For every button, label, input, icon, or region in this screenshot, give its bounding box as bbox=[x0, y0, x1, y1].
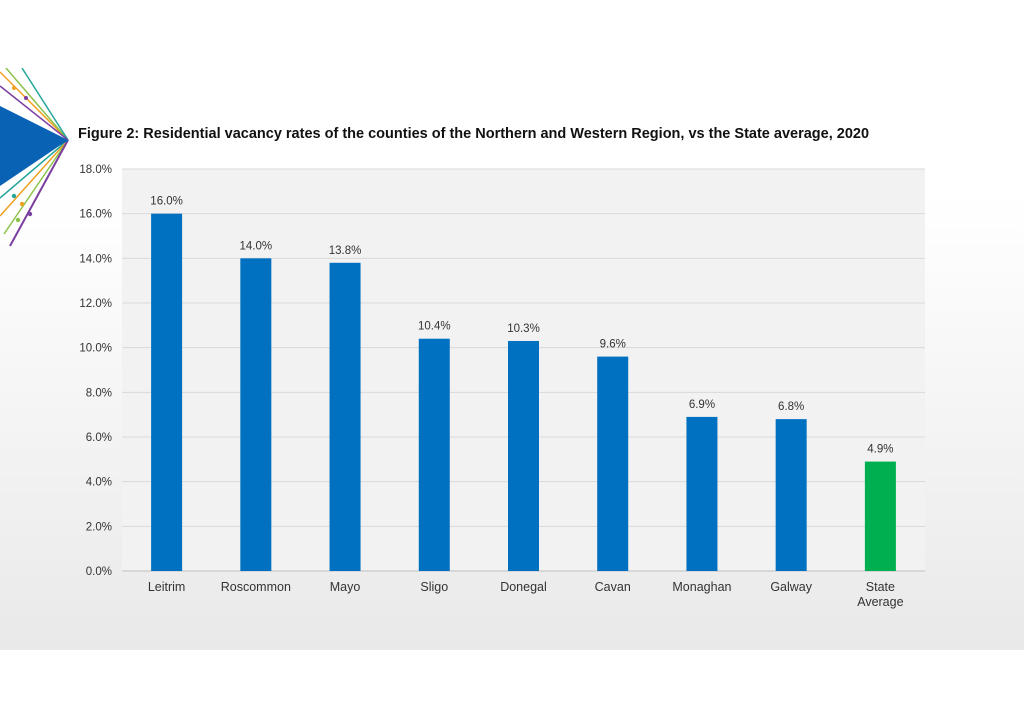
data-label: 16.0% bbox=[150, 196, 183, 208]
rays-icon bbox=[0, 68, 69, 247]
y-tick-label: 12.0% bbox=[79, 298, 112, 310]
x-tick-label: Sligo bbox=[420, 580, 448, 594]
data-label: 9.6% bbox=[600, 339, 626, 351]
bar bbox=[240, 258, 272, 571]
bar bbox=[151, 213, 183, 571]
data-label: 10.4% bbox=[418, 321, 451, 333]
data-label: 6.8% bbox=[778, 401, 804, 413]
x-tick-label: Leitrim bbox=[148, 580, 186, 594]
data-label: 14.0% bbox=[240, 240, 273, 252]
y-tick-label: 10.0% bbox=[79, 343, 112, 355]
decorative-rays-logo bbox=[0, 68, 69, 247]
x-tick-label: Roscommon bbox=[221, 580, 291, 594]
bar bbox=[864, 461, 896, 571]
x-tick-label: Donegal bbox=[500, 580, 547, 594]
bars bbox=[151, 213, 896, 571]
bar bbox=[597, 356, 629, 571]
y-tick-label: 6.0% bbox=[86, 432, 112, 444]
x-tick-label: State Average bbox=[857, 580, 903, 609]
data-labels: 16.0% 14.0% 13.8% 10.4% 10.3% 9.6% 6.9% 6.8% 4.9… bbox=[150, 196, 893, 456]
bar bbox=[418, 338, 450, 571]
chart-title: Figure 2: Residential vacancy rates of t… bbox=[78, 126, 870, 142]
y-tick-label: 16.0% bbox=[79, 209, 112, 221]
y-tick-label: 2.0% bbox=[86, 521, 112, 533]
bar bbox=[686, 416, 718, 571]
bar bbox=[508, 340, 539, 571]
y-axis: 0.0% 2.0% 4.0% 6.0% 8.0% 10.0% 12.0% 14.0% 16.0%… bbox=[79, 164, 112, 578]
x-tick-label: Monaghan bbox=[672, 580, 731, 594]
y-tick-label: 8.0% bbox=[86, 387, 112, 399]
bar bbox=[329, 262, 361, 571]
x-tick-label: Galway bbox=[770, 580, 812, 594]
data-label: 4.9% bbox=[867, 444, 893, 456]
x-tick-label: Cavan bbox=[595, 580, 631, 594]
data-label: 13.8% bbox=[329, 245, 362, 257]
bar bbox=[775, 419, 807, 571]
x-tick-label: Mayo bbox=[330, 580, 361, 594]
data-label: 10.3% bbox=[507, 323, 540, 335]
y-tick-label: 4.0% bbox=[86, 477, 112, 489]
y-tick-label: 14.0% bbox=[79, 253, 112, 265]
data-label: 6.9% bbox=[689, 399, 715, 411]
y-tick-label: 18.0% bbox=[79, 164, 112, 176]
x-axis: Leitrim Roscommon Mayo Sligo Donegal Cavan Mon… bbox=[148, 580, 904, 609]
y-tick-label: 0.0% bbox=[86, 566, 112, 578]
